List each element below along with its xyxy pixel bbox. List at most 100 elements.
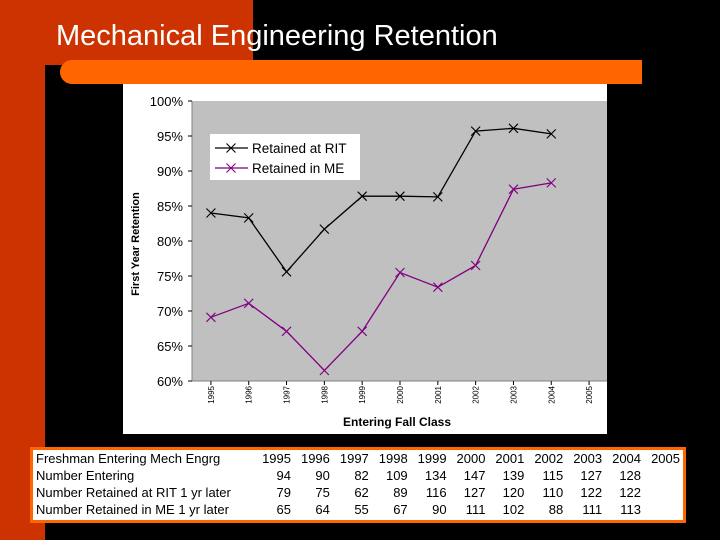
slide-title: Mechanical Engineering Retention xyxy=(56,20,498,52)
y-tick-label: 100% xyxy=(150,94,184,109)
table-cell: 1995 xyxy=(262,451,291,466)
y-axis-title: First Year Retention xyxy=(130,192,142,296)
data-point-me xyxy=(319,365,330,376)
table-cell xyxy=(644,484,683,501)
x-tick-label: 2004 xyxy=(547,385,556,403)
series-line-me xyxy=(210,182,552,372)
table-cell: 1998 xyxy=(378,451,408,466)
x-tick-label: 2005 xyxy=(585,385,594,403)
table-row: Freshman Entering Mech Engrg 1995 1996 1997… xyxy=(33,450,683,467)
table-cell: 65 xyxy=(276,502,291,517)
y-tick-label: 80% xyxy=(157,234,183,249)
x-tick-label: 1997 xyxy=(283,385,292,403)
top-accent-band xyxy=(0,0,253,65)
x-tick-label: 2001 xyxy=(434,385,443,403)
legend-label-me: Retained in ME xyxy=(252,161,344,176)
data-point-me xyxy=(395,267,405,278)
data-point-rit xyxy=(206,208,216,218)
row-label: Number Retained at RIT 1 yr later xyxy=(36,485,231,500)
legend-marker-rit xyxy=(226,143,236,153)
x-tick-label: 1999 xyxy=(358,385,367,403)
table-cell: 102 xyxy=(502,502,525,517)
table-cell: 110 xyxy=(542,485,564,500)
table-cell: 1997 xyxy=(339,451,369,466)
data-point-rit xyxy=(357,191,368,202)
table-cell: 67 xyxy=(393,502,408,517)
table-cell: 1999 xyxy=(417,451,447,466)
table-cell: 82 xyxy=(354,468,369,483)
retention-data-table: Freshman Entering Mech Engrg 1995 1996 1997… xyxy=(33,450,683,520)
table-cell: 116 xyxy=(425,485,447,500)
table-cell: 88 xyxy=(548,502,564,517)
data-point-rit xyxy=(243,213,254,223)
table-cell: 147 xyxy=(463,468,486,483)
y-tick-label: 90% xyxy=(157,164,183,179)
data-point-rit xyxy=(432,192,443,202)
row-label: Freshman Entering Mech Engrg xyxy=(36,451,221,466)
table-cell: 113 xyxy=(620,502,642,517)
table-cell: 2003 xyxy=(573,451,603,466)
legend-marker-me xyxy=(226,163,236,173)
table-cell: 64 xyxy=(315,502,330,517)
data-point-rit xyxy=(546,129,557,139)
table-cell: 55 xyxy=(354,502,369,517)
row-label: Number Retained in ME 1 yr later xyxy=(36,502,229,517)
table-cell: 111 xyxy=(582,502,603,517)
data-point-rit xyxy=(470,126,481,136)
table-cell xyxy=(644,467,683,484)
x-tick-label: 1998 xyxy=(320,385,329,403)
table-row: Number Retained at RIT 1 yr later 79 75 62 8… xyxy=(33,484,683,501)
table-cell: 89 xyxy=(393,485,408,500)
table-cell: 2002 xyxy=(534,451,564,466)
table-cell: 122 xyxy=(619,485,642,500)
chart-panel: 60% 65% 70% 75% 80% 85% 90% 95% 100% 1995 1996 1997… xyxy=(123,84,607,434)
table-cell: 94 xyxy=(276,468,291,483)
data-point-me xyxy=(470,260,481,271)
y-tick-label: 95% xyxy=(157,129,183,144)
y-tick-label: 65% xyxy=(157,339,183,354)
table-body: Freshman Entering Mech Engrg 1995 1996 1997… xyxy=(33,450,683,518)
data-point-me xyxy=(206,312,216,323)
y-tick-label: 75% xyxy=(157,269,183,284)
table-row: Number Entering 94 90 82 109 134 147 139 115 127 1… xyxy=(33,467,683,484)
data-point-me xyxy=(432,282,443,293)
table-cell: 122 xyxy=(580,485,603,500)
table-cell: 75 xyxy=(315,485,330,500)
table-cell: 109 xyxy=(385,468,408,483)
y-tick-label: 70% xyxy=(157,304,183,319)
table-cell: 120 xyxy=(502,485,525,500)
table-cell: 1996 xyxy=(300,451,330,466)
data-point-rit xyxy=(395,191,405,202)
table-cell: 139 xyxy=(502,468,525,483)
legend-label-rit: Retained at RIT xyxy=(252,141,347,156)
table-cell: 90 xyxy=(432,502,447,517)
data-point-rit xyxy=(319,224,330,234)
row-label: Number Entering xyxy=(36,468,135,483)
table-cell: 2001 xyxy=(495,451,525,466)
table-row: Number Retained in ME 1 yr later 65 64 55 67… xyxy=(33,501,683,518)
table-cell: 90 xyxy=(315,468,330,483)
y-tick-label: 60% xyxy=(157,374,183,389)
table-cell: 111 xyxy=(465,502,486,517)
data-point-rit xyxy=(281,266,292,277)
data-point-me xyxy=(243,298,254,309)
y-tick-label: 85% xyxy=(157,199,183,214)
data-point-me xyxy=(508,184,519,195)
table-cell: 127 xyxy=(580,468,603,483)
table-cell: 79 xyxy=(276,485,291,500)
table-cell: 62 xyxy=(354,485,369,500)
table-frame: Freshman Entering Mech Engrg 1995 1996 1997… xyxy=(30,447,686,523)
table-cell: 2005 xyxy=(651,451,680,466)
table-cell: 2000 xyxy=(456,451,486,466)
data-point-me xyxy=(281,326,292,337)
x-tick-label: 1996 xyxy=(245,385,254,403)
data-point-me xyxy=(357,326,368,337)
x-tick-label: 2003 xyxy=(509,385,518,403)
x-tick-label: 2000 xyxy=(396,385,405,403)
retention-line-chart: 60% 65% 70% 75% 80% 85% 90% 95% 100% 1995 1996 1997… xyxy=(130,94,607,429)
x-axis-title: Entering Fall Class xyxy=(343,415,451,429)
series-line-rit xyxy=(210,127,552,273)
table-cell: 134 xyxy=(424,468,447,483)
table-cell: 115 xyxy=(542,468,564,483)
table-cell: 127 xyxy=(463,485,486,500)
